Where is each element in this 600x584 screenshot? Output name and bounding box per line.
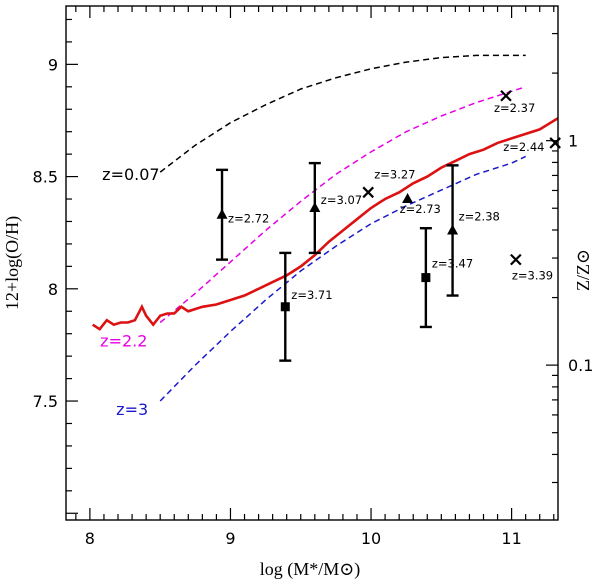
- data-point-label: z=3.27: [374, 167, 415, 181]
- data-point-triangle: [402, 193, 414, 204]
- data-point-label: z=3.47: [432, 257, 473, 271]
- data-point-label: z=2.73: [400, 202, 441, 216]
- curve-z-2-2: [159, 86, 526, 324]
- y2-tick-label: 0.1: [568, 356, 593, 375]
- x-tick-label: 8: [85, 529, 95, 548]
- curve-label: z=3: [116, 400, 148, 419]
- data-point-label: z=2.44: [503, 140, 544, 154]
- data-point-label: z=3.71: [291, 288, 332, 302]
- data-point-label: z=2.37: [494, 101, 535, 115]
- curve-label: z=2.2: [100, 331, 147, 350]
- data-point-label: z=3.39: [512, 269, 553, 283]
- x-tick-label: 11: [501, 529, 521, 548]
- curve-model: [91, 117, 559, 331]
- y2-tick-label: 1: [568, 132, 578, 151]
- y-tick-label: 7.5: [33, 392, 58, 411]
- data-point-square: [421, 273, 431, 283]
- data-point-triangle: [216, 208, 228, 219]
- curve-z-3: [159, 155, 527, 402]
- y-tick-label: 9: [48, 55, 58, 74]
- curve-label: z=0.07: [102, 165, 159, 184]
- y-axis-label: 12+log(O/H): [2, 216, 23, 310]
- y-tick-label: 8: [48, 280, 58, 299]
- data-point-label: z=2.72: [228, 212, 269, 226]
- data-point-cross: [362, 186, 375, 199]
- plot-frame: [65, 5, 559, 521]
- data-point-label: z=2.38: [459, 209, 500, 223]
- data-point-triangle: [447, 224, 459, 235]
- data-point-cross: [510, 253, 522, 266]
- data-point-cross: [500, 90, 512, 102]
- x-tick-label: 9: [225, 529, 235, 548]
- data-point-label: z=3.07: [321, 193, 362, 207]
- x-tick-label: 10: [361, 529, 381, 548]
- x-axis-label: log (M*/M⊙): [260, 559, 361, 580]
- y2-axis-label: Z/Z⊙: [573, 249, 593, 291]
- data-point-triangle: [309, 202, 321, 213]
- y-tick-label: 8.5: [33, 168, 58, 187]
- data-point-square: [280, 302, 290, 312]
